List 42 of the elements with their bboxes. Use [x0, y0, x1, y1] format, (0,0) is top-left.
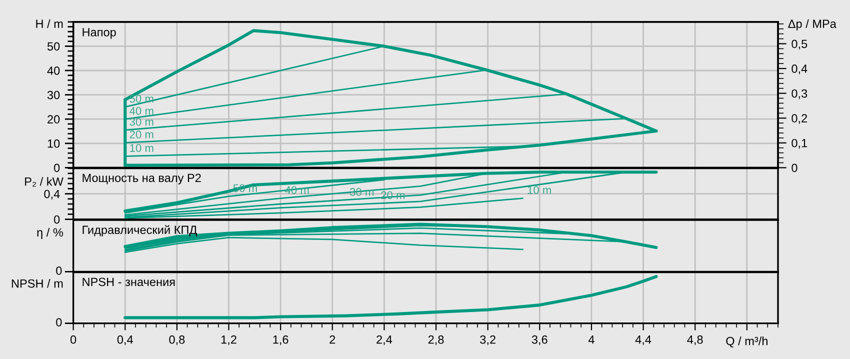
x-tick-label: 2,4	[376, 335, 392, 346]
x-tick-label: 1,6	[273, 335, 288, 346]
x-tick-label: 3,6	[532, 335, 548, 346]
annotation: 40 m	[130, 106, 154, 115]
x-tick-label: 4	[588, 336, 594, 344]
y-axis-title: η / %	[37, 228, 64, 239]
y-tick-label: 0	[54, 215, 60, 224]
annotation: 20 m	[130, 130, 154, 138]
y-tick-label: 10	[48, 139, 60, 148]
y-tick-label: 20	[48, 115, 60, 124]
y-tick-label: 0,4	[44, 190, 60, 200]
y-axis-title: H / m	[36, 19, 63, 28]
x-tick-label: 0,4	[117, 335, 133, 346]
x-tick-label: 2,8	[428, 335, 444, 346]
y2-tick-label: 0	[792, 164, 798, 172]
x-tick-label: 1,2	[221, 335, 236, 346]
y2-axis-title: Δp / MPa	[788, 19, 836, 30]
x-tick-label: 2	[330, 335, 336, 344]
x-tick-label: 4,4	[635, 336, 652, 346]
chart-title: Напор	[82, 28, 116, 39]
y-tick-label: 0	[54, 164, 60, 172]
y-tick-label: 50	[47, 42, 60, 51]
y-axis-title: P₂ / kW	[25, 177, 64, 187]
x-tick-label: 0,8	[169, 335, 185, 346]
chart-title: Гидравлический КПД	[82, 225, 197, 236]
x-tick-label: 0	[70, 335, 76, 344]
y-axis-title: NPSH / m	[12, 279, 63, 288]
y2-tick-label: 0,5	[792, 40, 808, 50]
annotation: 10 m	[528, 186, 551, 194]
y2-tick-label: 0,3	[792, 89, 808, 100]
y-tick-label: 40	[47, 66, 60, 75]
x-tick-label: 3,2	[480, 335, 496, 346]
annotation: 10 m	[130, 144, 154, 152]
y2-tick-label: 0,1	[792, 138, 808, 149]
annotation: 30 m	[130, 118, 154, 126]
chart-title: Мощность на валу P2	[82, 174, 201, 184]
x-axis-title: Q / m³/h	[726, 336, 768, 348]
y2-tick-label: 0,2	[792, 114, 808, 124]
x-tick-label: 4,8	[687, 335, 703, 346]
y2-tick-label: 0,4	[792, 64, 808, 74]
y-tick-label: 30	[47, 90, 60, 100]
chart-title: NPSH - значения	[82, 278, 175, 286]
